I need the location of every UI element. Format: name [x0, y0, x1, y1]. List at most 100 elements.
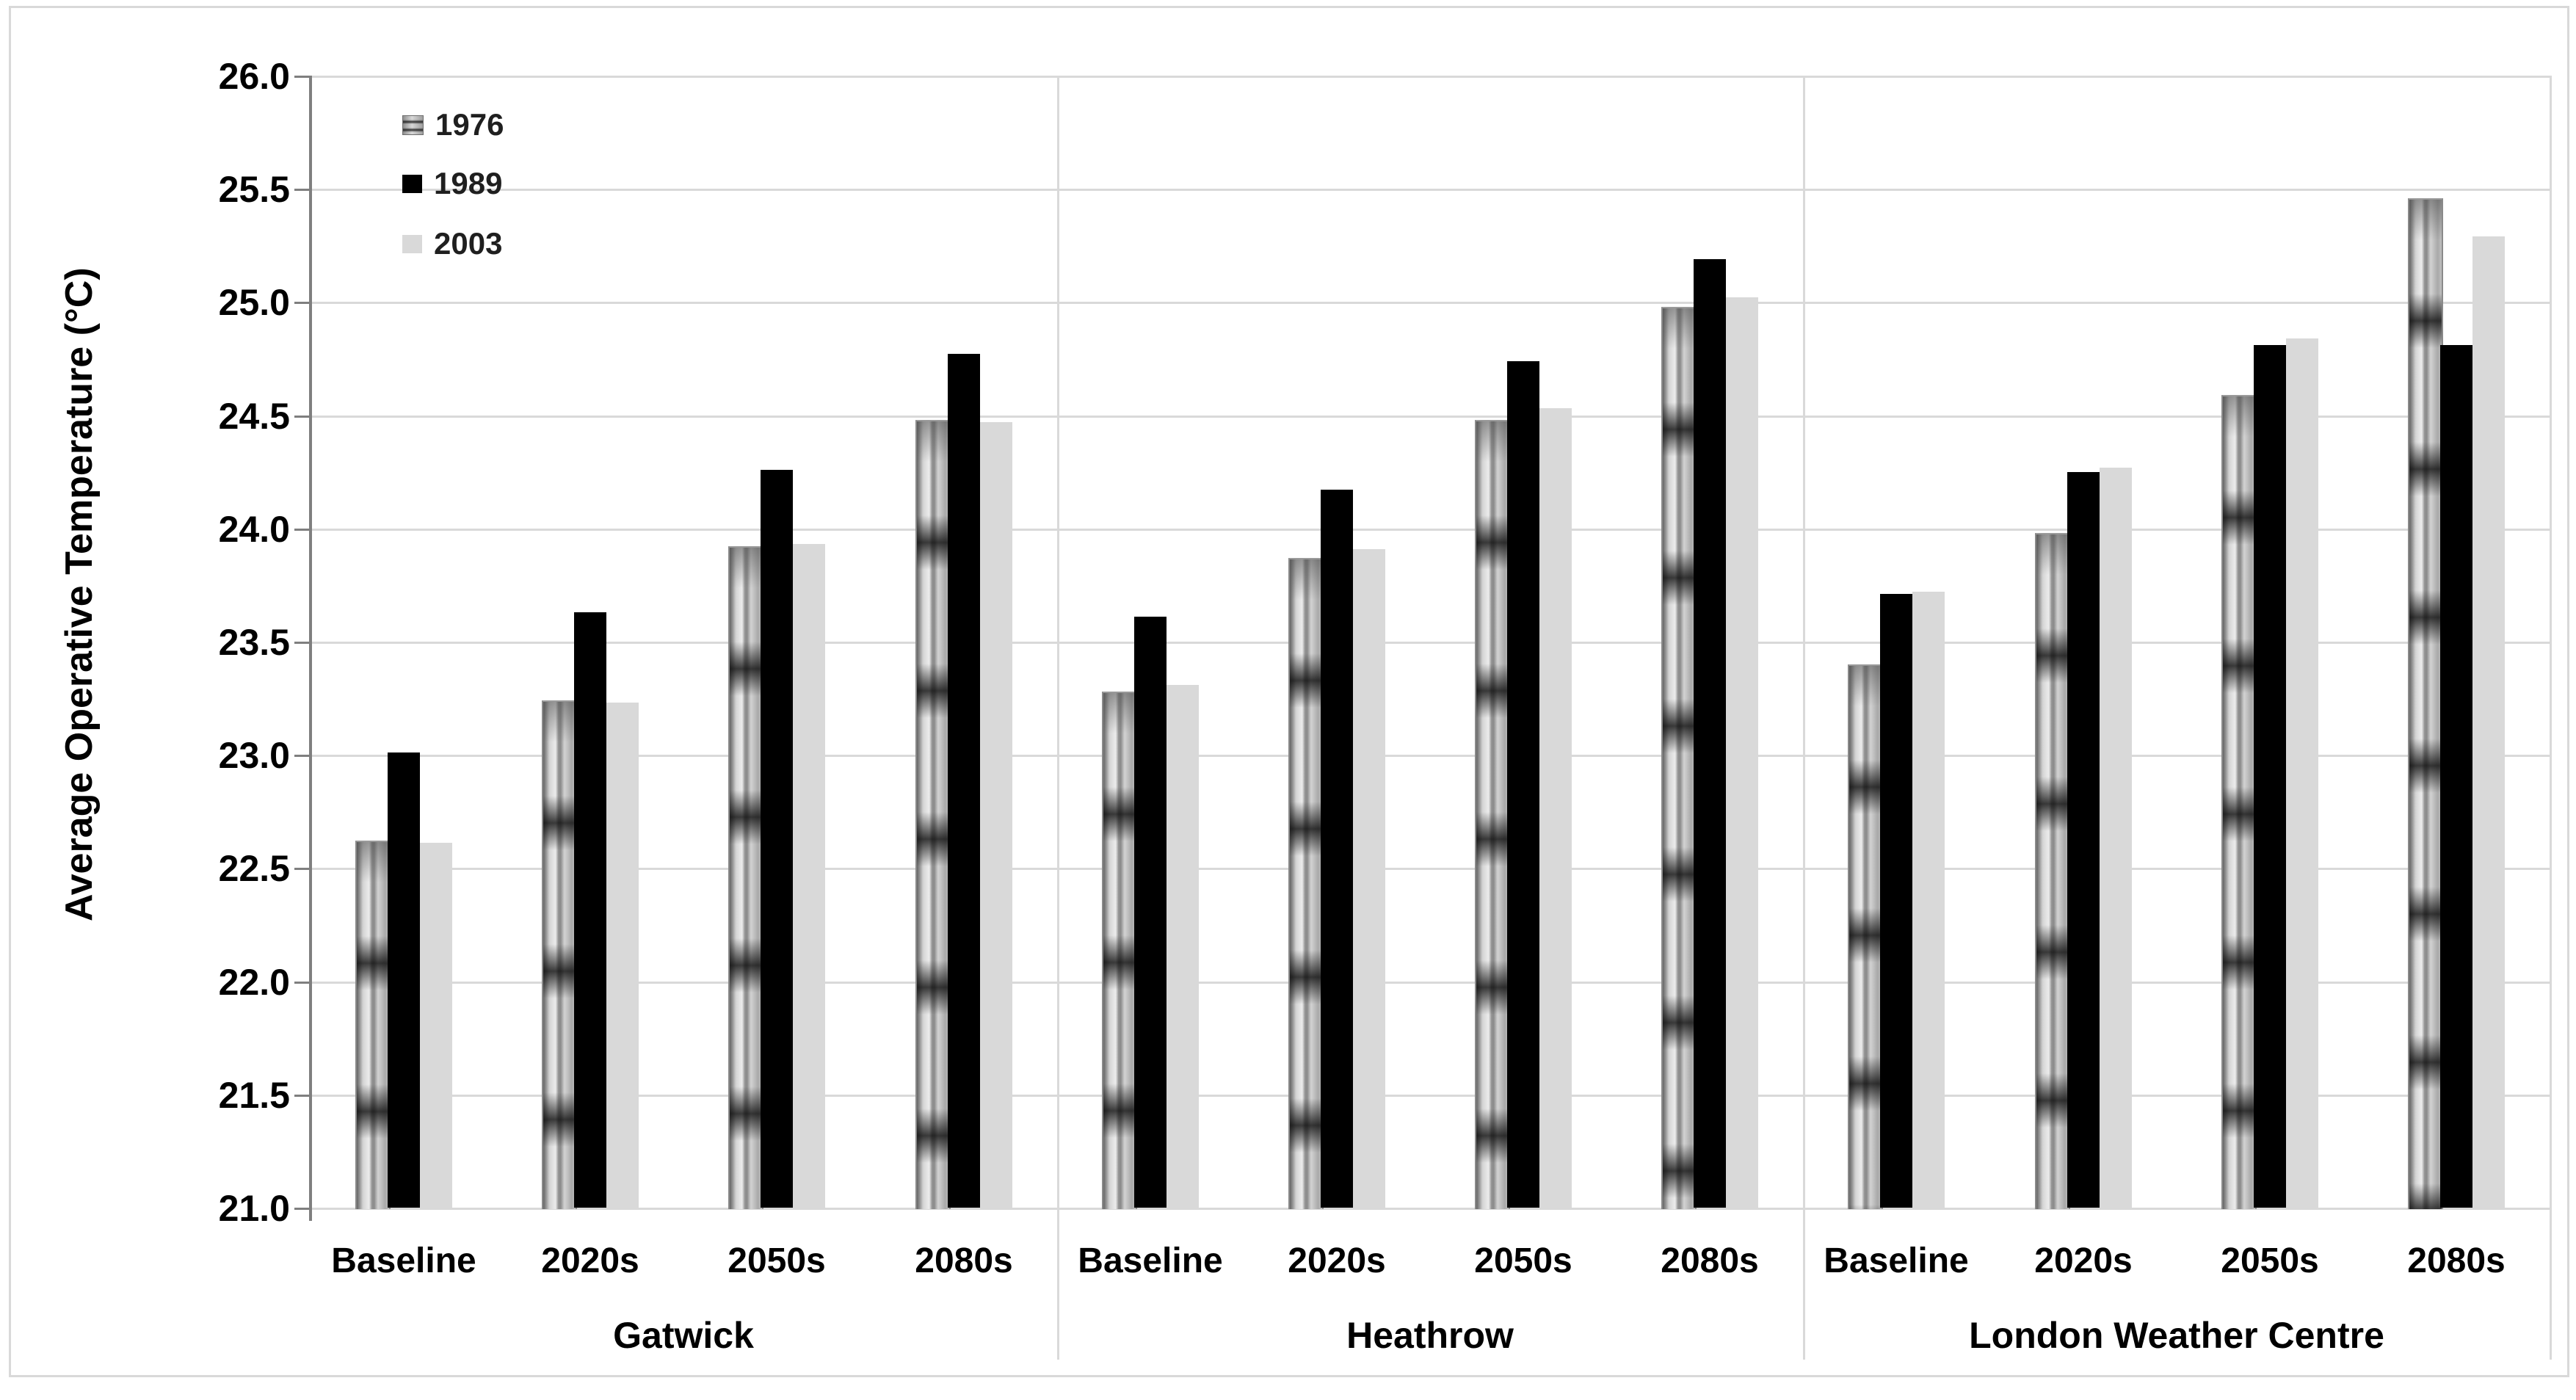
legend-swatch-1989-icon: [402, 174, 422, 193]
category-label: 2050s: [1474, 1241, 1572, 1280]
bar-heathrow-2080s-1976: [1661, 307, 1697, 1209]
gridline: [311, 189, 2550, 191]
bar-london-weather-centre-2050s-2003: [2286, 338, 2318, 1208]
y-axis-tick: [294, 416, 311, 418]
bar-gatwick-2080s-2003: [980, 422, 1012, 1208]
bar-gatwick-baseline-2003: [420, 843, 452, 1208]
bar-gatwick-2080s-1989: [948, 354, 980, 1208]
bar-london-weather-centre-baseline-1976: [1848, 664, 1883, 1209]
bar-gatwick-2020s-2003: [606, 703, 639, 1208]
bar-heathrow-baseline-1989: [1134, 617, 1167, 1208]
category-label: Baseline: [1824, 1241, 1969, 1280]
bar-heathrow-2020s-1976: [1288, 558, 1324, 1209]
legend-item-2003: 2003: [402, 226, 502, 261]
y-tick-label: 25.5: [218, 169, 290, 210]
category-label: 2020s: [2034, 1241, 2133, 1280]
bar-heathrow-2080s-2003: [1726, 297, 1758, 1208]
gridline: [311, 416, 2550, 418]
gridline: [311, 302, 2550, 304]
bar-london-weather-centre-2080s-1989: [2440, 345, 2472, 1208]
group-separator-line: [2550, 76, 2552, 1360]
y-tick-label: 26.0: [218, 56, 290, 97]
bar-heathrow-2050s-1976: [1475, 420, 1510, 1209]
bar-heathrow-2050s-2003: [1539, 408, 1572, 1208]
bar-heathrow-baseline-2003: [1167, 685, 1199, 1208]
bar-london-weather-centre-2020s-1989: [2067, 472, 2100, 1208]
y-tick-label: 22.5: [218, 848, 290, 889]
bar-london-weather-centre-2050s-1976: [2221, 395, 2257, 1209]
bar-gatwick-2080s-1976: [915, 420, 951, 1209]
bar-heathrow-2050s-1989: [1507, 361, 1539, 1208]
y-axis-tick: [294, 302, 311, 304]
gridline: [311, 755, 2550, 757]
legend-swatch-2003-icon: [402, 234, 422, 253]
bar-london-weather-centre-2080s-2003: [2472, 236, 2505, 1208]
y-axis-tick: [294, 868, 311, 870]
bar-gatwick-2020s-1989: [574, 612, 606, 1208]
category-label: 2080s: [1661, 1241, 1759, 1280]
bar-gatwick-2050s-1976: [728, 546, 763, 1209]
gridline: [311, 868, 2550, 870]
gridline: [311, 529, 2550, 531]
bar-gatwick-2020s-1976: [542, 700, 577, 1209]
y-tick-label: 21.0: [218, 1188, 290, 1229]
y-tick-label: 21.5: [218, 1075, 290, 1116]
bar-london-weather-centre-baseline-2003: [1912, 592, 1945, 1208]
y-tick-label: 25.0: [218, 282, 290, 323]
category-label: 2020s: [541, 1241, 639, 1280]
legend-item-1976: 1976: [402, 107, 504, 142]
y-axis-tick: [294, 189, 311, 191]
bar-heathrow-baseline-1976: [1102, 692, 1137, 1209]
gridline: [311, 642, 2550, 644]
gridline: [311, 982, 2550, 984]
bar-london-weather-centre-2050s-1989: [2254, 345, 2286, 1208]
category-label: Baseline: [331, 1241, 476, 1280]
group-label: London Weather Centre: [1969, 1315, 2384, 1356]
group-label: Gatwick: [613, 1315, 754, 1356]
y-axis-tick: [294, 982, 311, 984]
gridline: [311, 1208, 2550, 1210]
legend-label-1976: 1976: [435, 107, 504, 142]
y-axis-tick: [294, 1095, 311, 1097]
bar-heathrow-2020s-2003: [1353, 549, 1385, 1208]
group-separator-line: [1057, 76, 1059, 1360]
bar-london-weather-centre-2020s-2003: [2100, 468, 2132, 1208]
y-axis-tick: [294, 76, 311, 78]
legend-label-1989: 1989: [434, 166, 503, 200]
gridline: [311, 1095, 2550, 1097]
category-label: 2050s: [728, 1241, 826, 1280]
gridline: [311, 76, 2550, 78]
bar-london-weather-centre-2080s-1976: [2408, 198, 2443, 1209]
y-axis-tick: [294, 642, 311, 644]
bar-gatwick-2050s-1989: [761, 470, 793, 1208]
bar-heathrow-2080s-1989: [1694, 259, 1726, 1208]
category-label: 2080s: [2407, 1241, 2506, 1280]
legend-swatch-1976-icon: [402, 115, 424, 135]
bar-gatwick-baseline-1976: [355, 841, 391, 1209]
category-label: 2050s: [2221, 1241, 2319, 1280]
y-tick-label: 23.5: [218, 622, 290, 663]
y-tick-label: 24.0: [218, 509, 290, 550]
group-separator-line: [1803, 76, 1805, 1360]
legend-item-1989: 1989: [402, 166, 502, 201]
y-axis-tick: [294, 755, 311, 757]
y-tick-label: 23.0: [218, 735, 290, 776]
group-label: Heathrow: [1346, 1315, 1514, 1356]
category-label: Baseline: [1078, 1241, 1223, 1280]
bar-london-weather-centre-baseline-1989: [1880, 594, 1912, 1208]
y-axis-tick: [294, 529, 311, 531]
bar-london-weather-centre-2020s-1976: [2035, 533, 2070, 1209]
category-label: 2020s: [1288, 1241, 1386, 1280]
legend-label-2003: 2003: [434, 226, 503, 261]
category-label: 2080s: [915, 1241, 1013, 1280]
y-axis-tick: [294, 1208, 311, 1210]
bar-gatwick-baseline-1989: [388, 752, 420, 1208]
y-tick-label: 24.5: [218, 396, 290, 437]
bar-gatwick-2050s-2003: [793, 544, 825, 1208]
bar-heathrow-2020s-1989: [1321, 490, 1353, 1208]
y-axis-title: Average Operative Temperature (°C): [58, 267, 101, 921]
y-axis-line: [309, 76, 312, 1221]
figure-border: [9, 6, 2569, 1377]
y-tick-label: 22.0: [218, 962, 290, 1003]
